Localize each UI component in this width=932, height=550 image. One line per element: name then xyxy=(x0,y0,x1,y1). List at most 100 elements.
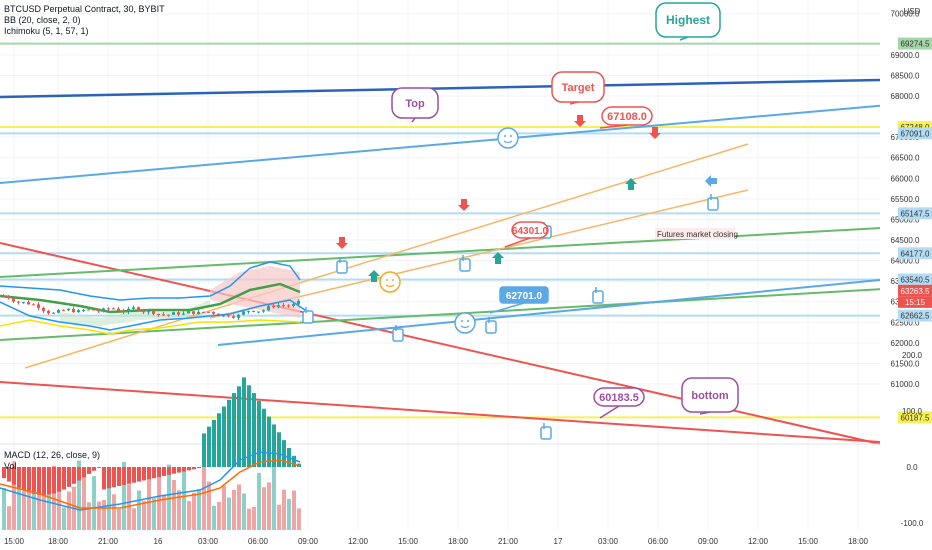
symbol-legend: BTCUSD Perpetual Contract, 30, BYBIT xyxy=(4,4,165,14)
time-axis-bg xyxy=(0,530,932,550)
price-label-bg xyxy=(898,120,932,133)
macd-hist-bar xyxy=(267,416,271,467)
time-tick: 15:00 xyxy=(798,537,819,546)
callout-label: 67108.0 xyxy=(607,111,647,123)
smiley-icon xyxy=(379,271,401,293)
trendline xyxy=(217,277,901,346)
chart-markers xyxy=(302,115,719,440)
arrow-marker xyxy=(574,115,586,127)
bb-basis xyxy=(0,282,301,314)
hand-pointer-icon xyxy=(392,328,404,342)
candle-body xyxy=(107,308,110,310)
price-tick: 62000.0 xyxy=(891,339,920,348)
volume-bar xyxy=(297,508,301,530)
volume-bar xyxy=(127,484,131,530)
hand-pointer-icon xyxy=(592,290,604,304)
price-tick: 66000.0 xyxy=(891,174,920,183)
candle-body xyxy=(277,305,280,307)
volume-bar xyxy=(277,504,281,530)
smiley-eye xyxy=(510,135,512,137)
macd-hist-bar xyxy=(187,467,191,471)
volume-bar xyxy=(7,506,11,530)
callouts: Highest Target Top bottom 67108.0 64301.0 6270… xyxy=(391,2,739,419)
candle-body xyxy=(2,295,5,297)
volume-bar xyxy=(172,480,176,530)
candle-body xyxy=(197,311,200,315)
macd-hist-bar xyxy=(182,467,186,472)
time-tick: 15:00 xyxy=(4,537,25,546)
price-label: 69274.5 xyxy=(901,40,930,49)
hand-pointer-icon xyxy=(707,197,719,211)
smiley-mouth xyxy=(460,325,470,329)
volume-bar xyxy=(167,464,171,530)
volume-bar xyxy=(292,490,296,530)
time-tick: 21:00 xyxy=(498,537,519,546)
candle-body xyxy=(212,311,215,314)
price-axis-unit: USD xyxy=(904,7,921,16)
callout-label: Highest xyxy=(666,13,710,27)
candle-body xyxy=(17,301,20,303)
macd-hist-bar xyxy=(22,467,26,491)
price-label-bg xyxy=(898,37,932,50)
price-label: 64177.0 xyxy=(901,249,930,258)
hand-pointer-icon xyxy=(302,310,314,324)
macd-hist-bar xyxy=(32,467,36,494)
volume-bar xyxy=(287,498,291,530)
bb-upper xyxy=(0,261,301,301)
callout-pointer xyxy=(599,124,628,129)
macd-tick: 0.0 xyxy=(906,463,918,472)
macd-hist-bar xyxy=(172,467,176,474)
arrow-marker xyxy=(368,270,380,282)
volume-bar xyxy=(182,468,186,530)
candle-body xyxy=(102,308,105,312)
candles xyxy=(2,294,300,321)
macd-line xyxy=(0,451,301,511)
hand-pointer-icon xyxy=(459,258,471,272)
volume-bar xyxy=(272,464,276,530)
time-tick: 18:00 xyxy=(848,537,869,546)
macd-hist-bar xyxy=(82,467,86,478)
volume-bar xyxy=(22,477,26,530)
candle-body xyxy=(177,312,180,315)
time-tick: 06:00 xyxy=(648,537,669,546)
candle-body xyxy=(152,310,155,314)
horizontal-levels xyxy=(0,42,880,419)
candle-body xyxy=(72,308,75,313)
candle-body xyxy=(232,316,235,318)
vol-legend: Vol xyxy=(4,461,17,471)
price-label-bg xyxy=(898,411,932,424)
time-tick: 17 xyxy=(554,537,563,546)
trendline xyxy=(0,242,881,445)
trendline xyxy=(0,226,901,278)
candle-body xyxy=(202,311,205,313)
volume-bar xyxy=(207,481,211,530)
macd-hist-bar xyxy=(147,467,151,480)
macd-hist-bar xyxy=(92,467,96,471)
candle-body xyxy=(62,310,65,312)
candle-body xyxy=(267,305,270,311)
price-tick: 64500.0 xyxy=(891,236,920,245)
volume-bar xyxy=(87,502,91,530)
callout-pointer xyxy=(489,302,525,314)
smiley-icon xyxy=(454,312,476,334)
volume-bar xyxy=(17,482,21,530)
bb-legend: BB (20, close, 2, 0) xyxy=(4,15,81,25)
volume-bar xyxy=(152,498,156,530)
callout-pointer xyxy=(679,36,689,41)
candle-body xyxy=(22,302,25,304)
candle-body xyxy=(162,314,165,316)
macd-hist-bar xyxy=(142,467,146,481)
candle-body xyxy=(217,313,220,317)
price-tick: 70000.0 xyxy=(891,10,920,19)
volume-bar xyxy=(187,501,191,530)
ichimoku-legend: Ichimoku (5, 1, 57, 1) xyxy=(4,26,89,36)
macd-hist-bar xyxy=(12,467,16,485)
candle-body xyxy=(127,308,130,312)
volume-bar xyxy=(257,472,261,530)
macd-hist-bar xyxy=(227,399,231,467)
smiley-eye xyxy=(386,279,388,281)
macd-hist-bar xyxy=(292,455,296,467)
callout-pointer xyxy=(599,405,620,419)
macd-hist-bar xyxy=(202,433,206,467)
